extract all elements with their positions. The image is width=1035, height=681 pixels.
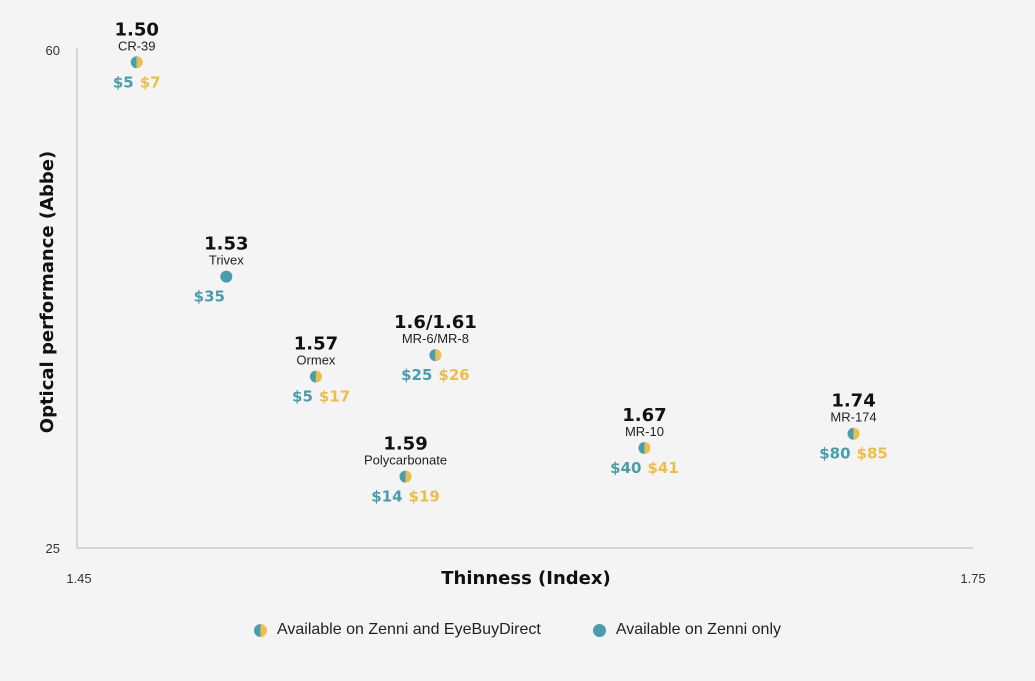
price-zenni: $25 xyxy=(401,366,432,384)
y-tick-label-bottom: 25 xyxy=(46,541,60,556)
price-zenni: $35 xyxy=(194,288,225,306)
point-index-label: 1.59 xyxy=(383,434,427,455)
price-eyebuydirect: $17 xyxy=(319,388,350,406)
y-tick-label-top: 60 xyxy=(46,43,60,58)
point-index-label: 1.67 xyxy=(622,405,666,426)
half-circle-icon xyxy=(253,623,267,637)
legend-item-both: Available on Zenni and EyeBuyDirect xyxy=(253,621,541,639)
point-index-label: 1.74 xyxy=(831,391,875,412)
point-material-label: CR-39 xyxy=(118,38,156,53)
price-eyebuydirect: $41 xyxy=(647,459,678,477)
point-marker-left-half xyxy=(130,56,137,69)
point-material-label: Ormex xyxy=(296,353,336,368)
point-marker-left-half xyxy=(429,349,436,362)
legend-label-both: Available on Zenni and EyeBuyDirect xyxy=(276,621,541,638)
point-marker-right-half xyxy=(853,427,860,440)
point-material-label: Trivex xyxy=(209,253,244,268)
chart: 60 25 1.45 1.75 Thinness (Index) Optical… xyxy=(37,19,986,589)
point-marker-left-half xyxy=(309,370,316,383)
x-axis-title: Thinness (Index) xyxy=(441,568,610,589)
point-marker-left-half xyxy=(399,470,406,483)
circle-icon xyxy=(592,623,606,637)
x-tick-label-right: 1.75 xyxy=(960,571,985,586)
point-marker-right-half xyxy=(315,370,322,383)
price-eyebuydirect: $26 xyxy=(438,366,469,384)
point-marker-left-half xyxy=(847,427,854,440)
price-zenni: $14 xyxy=(371,488,402,506)
point-marker-left-half xyxy=(638,442,645,454)
x-tick-label-left: 1.45 xyxy=(66,571,91,586)
point-marker-right-half xyxy=(435,349,442,362)
point-material-label: MR-10 xyxy=(625,424,664,439)
legend: Available on Zenni and EyeBuyDirect Avai… xyxy=(0,621,1035,639)
price-eyebuydirect: $19 xyxy=(409,488,440,506)
point-index-label: 1.53 xyxy=(204,234,248,255)
point-material-label: MR-174 xyxy=(830,410,876,425)
point-index-label: 1.57 xyxy=(294,334,338,355)
point-material-label: MR-6/MR-8 xyxy=(402,331,469,346)
price-zenni: $5 xyxy=(113,73,134,91)
y-axis-title: Optical performance (Abbe) xyxy=(37,151,58,433)
legend-item-zenni: Available on Zenni only xyxy=(592,621,781,639)
point-marker-right-half xyxy=(644,442,651,454)
point-index-label: 1.50 xyxy=(115,19,159,40)
price-eyebuydirect: $7 xyxy=(140,73,161,91)
price-zenni: $5 xyxy=(292,388,313,406)
point-marker-right-half xyxy=(136,56,143,69)
point-index-label: 1.6/1.61 xyxy=(394,312,477,333)
legend-label-zenni: Available on Zenni only xyxy=(615,621,781,638)
point-marker-right-half xyxy=(405,470,412,483)
price-zenni: $80 xyxy=(819,445,850,463)
price-zenni: $40 xyxy=(610,459,641,477)
point-material-label: Polycarbonate xyxy=(364,453,447,468)
price-eyebuydirect: $85 xyxy=(857,445,888,463)
point-marker xyxy=(220,270,233,283)
